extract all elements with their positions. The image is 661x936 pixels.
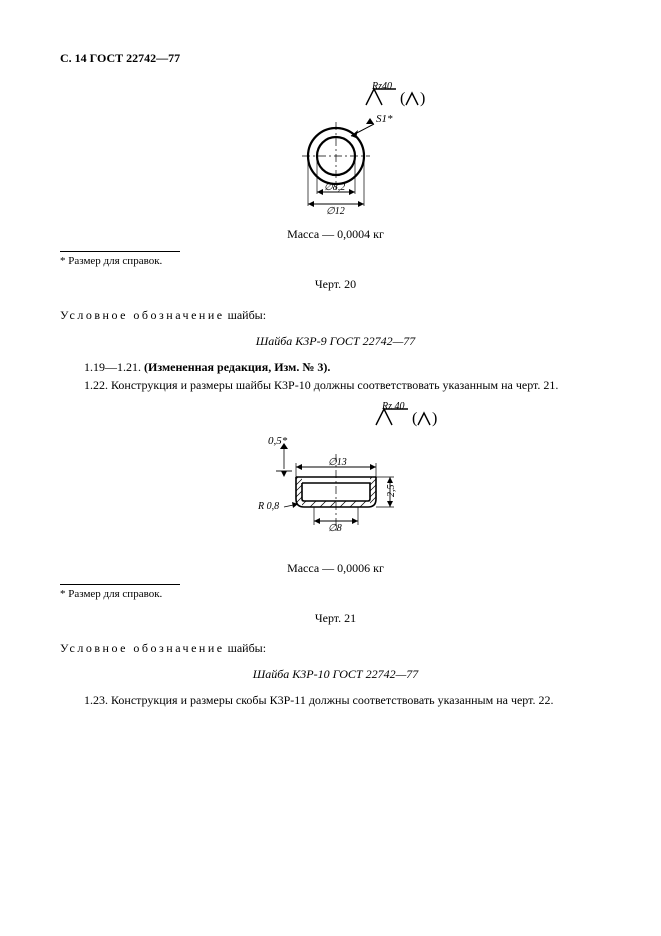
fig20-designation-label2: шайбы: [225,308,267,322]
para-1-19-21: 1.19—1.21. (Измененная редакция, Изм. № … [60,359,611,375]
fig21-caption: Черт. 21 [60,610,611,626]
fig21-right-label: 2,5 [386,485,397,498]
para-1-22: 1.22. Конструкция и размеры шайбы К3Р-10… [60,377,611,393]
para-1-23: 1.23. Конструкция и размеры скобы К3Р-11… [60,692,611,708]
figure-21: Rz 40 ( ) 0,5* [60,399,611,553]
fig21-footnote: * Размер для справок. [60,587,611,602]
fig21-dia-bottom: ∅8 [328,523,342,534]
footnote-rule-2 [60,584,180,585]
fig20-designation: Шайба К3Р-9 ГОСТ 22742—77 [60,333,611,349]
fig21-mass: Масса — 0,0006 кг [60,560,611,576]
svg-text:(: ( [412,410,417,427]
fig21-designation-label: Условное обозначение [60,641,225,655]
fig20-caption: Черт. 20 [60,276,611,292]
svg-text:): ) [432,410,437,427]
svg-text:): ) [420,90,425,107]
fig20-outer-dia: ∅12 [326,206,345,216]
para-1-19-21-bold: (Измененная редакция, Изм. № 3). [144,360,330,374]
fig20-designation-label: Условное обозначение [60,308,225,322]
svg-text:(: ( [400,90,405,107]
fig20-inner-dia: ∅8,2 [324,182,345,193]
fig21-dia-top: ∅13 [328,457,347,468]
fig21-radius: R 0,8 [257,501,279,512]
fig20-footnote: * Размер для справок. [60,254,611,269]
fig21-designation-label2: шайбы: [225,641,267,655]
para-1-19-21-num: 1.19—1.21. [84,360,144,374]
footnote-rule-1 [60,251,180,252]
page-header: С. 14 ГОСТ 22742—77 [60,50,611,66]
fig21-designation: Шайба К3Р-10 ГОСТ 22742—77 [60,666,611,682]
figure-20: Rz40 ( ) S1* [60,76,611,220]
fig20-s1-label: S1* [376,113,393,125]
fig20-mass: Масса — 0,0004 кг [60,226,611,242]
